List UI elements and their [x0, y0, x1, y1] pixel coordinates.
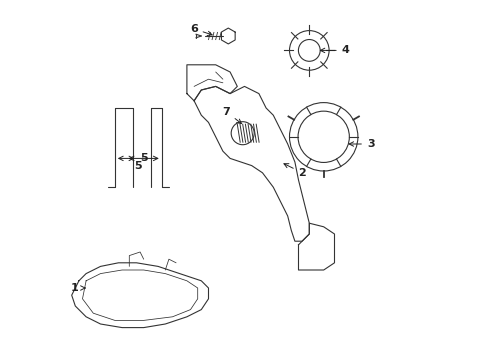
Text: 1: 1 — [71, 283, 85, 293]
Text: 2: 2 — [284, 164, 305, 178]
Text: 3: 3 — [348, 139, 374, 149]
Text: 4: 4 — [320, 45, 349, 55]
Text: 5: 5 — [134, 161, 142, 171]
Text: 6: 6 — [189, 24, 212, 36]
Text: 7: 7 — [222, 107, 241, 123]
Text: 5: 5 — [129, 153, 147, 163]
